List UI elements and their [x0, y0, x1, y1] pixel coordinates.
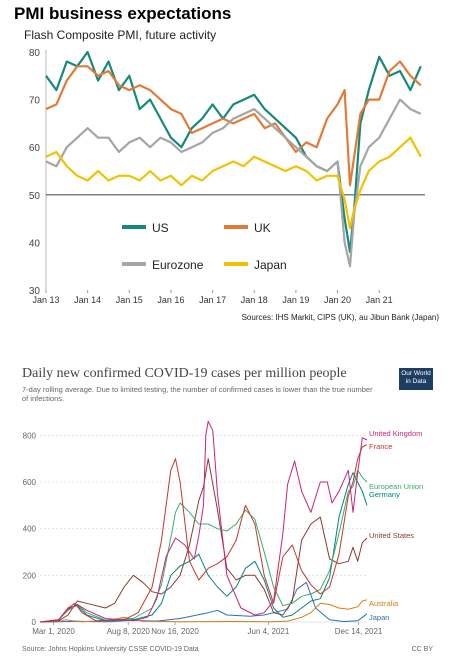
pmi-chart-title: PMI business expectations: [14, 4, 232, 23]
covid-x-tick-label: Mar 1, 2020: [32, 627, 75, 636]
pmi-y-tick-label: 50: [29, 191, 41, 202]
pmi-y-tick-label: 80: [29, 48, 41, 59]
pmi-legend-label-uk: UK: [254, 221, 271, 235]
pmi-x-tick-label: Jan 17: [199, 295, 226, 305]
covid-end-label-australia: Australia: [369, 599, 399, 608]
covid-chart-title: Daily new confirmed COVID-19 cases per m…: [22, 366, 347, 381]
pmi-series-japan: [45, 136, 422, 230]
covid-x-tick-label: Jun 4, 2021: [248, 627, 290, 636]
covid-end-label-japan: Japan: [369, 613, 389, 622]
pmi-x-tick-label: Jan 14: [74, 295, 101, 305]
pmi-x-tick-label: Jan 21: [366, 295, 393, 305]
covid-end-label-us: United States: [369, 531, 414, 540]
pmi-y-tick-label: 60: [29, 143, 41, 154]
pmi-series-us: [45, 50, 422, 253]
covid-end-label-eu: European Union: [369, 482, 423, 491]
covid-chart-subtitle: 7-day rolling average. Due to limited te…: [22, 385, 373, 403]
covid-series-united-kingdom: [39, 420, 368, 623]
pmi-legend-label-japan: Japan: [254, 258, 287, 272]
covid-series-australia: [39, 599, 368, 623]
pmi-chart-source: Sources: IHS Markit, CIPS (UK), au Jibun…: [241, 313, 439, 322]
pmi-legend-label-eurozone: Eurozone: [152, 258, 204, 272]
covid-chart-source: Source: Johns Hopkins University CSSE CO…: [22, 646, 199, 653]
covid-end-label-germany: Germany: [369, 490, 400, 499]
covid-series-united-states: [39, 458, 368, 623]
pmi-x-tick-label: Jan 18: [241, 295, 268, 305]
pmi-y-tick-label: 40: [29, 238, 41, 249]
pmi-series-eurozone: [45, 98, 422, 268]
covid-end-label-uk: United Kingdom: [369, 429, 422, 438]
covid-y-tick-label: 400: [23, 525, 37, 534]
covid-x-tick-label: Dec 14, 2021: [335, 627, 383, 636]
pmi-x-tick-label: Jan 20: [324, 295, 351, 305]
pmi-x-tick-label: Jan 13: [32, 295, 59, 305]
pmi-legend-label-us: US: [152, 221, 169, 235]
pmi-y-tick-label: 30: [29, 286, 41, 297]
covid-y-tick-label: 0: [32, 618, 37, 627]
covid-x-tick-label: Nov 16, 2020: [151, 627, 199, 636]
pmi-series-uk: [45, 60, 422, 187]
owid-logo[interactable]: Our World in Data: [399, 368, 433, 390]
pmi-chart: 30 40 50 60 70 80 Jan 13 Jan 14 Jan 15 Jan 16 Jan …: [29, 48, 425, 305]
covid-x-tick-label: Aug 8, 2020: [107, 627, 151, 636]
covid-series-france: [39, 444, 368, 623]
pmi-chart-subtitle: Flash Composite PMI, future activity: [24, 28, 217, 42]
pmi-x-tick-label: Jan 16: [157, 295, 184, 305]
pmi-y-tick-label: 70: [29, 96, 41, 107]
covid-end-label-france: France: [369, 442, 392, 451]
covid-y-tick-label: 800: [23, 431, 37, 440]
covid-y-tick-label: 600: [23, 478, 37, 487]
pmi-x-tick-label: Jan 19: [282, 295, 309, 305]
covid-chart-license[interactable]: CC BY: [411, 646, 433, 653]
pmi-x-tick-label: Jan 15: [116, 295, 143, 305]
covid-y-tick-label: 200: [23, 571, 37, 580]
